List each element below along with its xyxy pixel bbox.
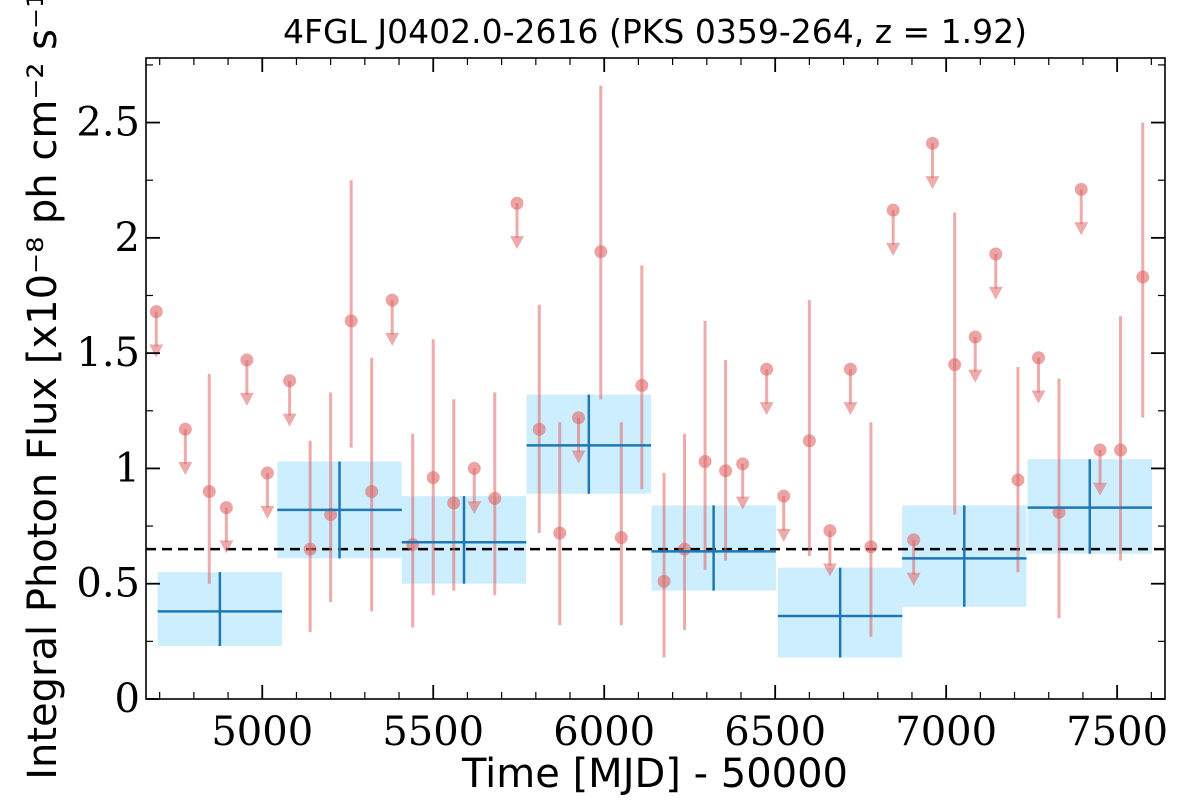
detection-point bbox=[344, 314, 358, 328]
x-axis-label: Time [MJD] - 50000 bbox=[461, 751, 848, 797]
y-tick-label: 0.5 bbox=[76, 561, 140, 607]
upper-limit-arrow-head bbox=[239, 392, 254, 406]
y-tick-label: 1.5 bbox=[76, 330, 140, 376]
upper-limit-point bbox=[843, 362, 857, 376]
chart-title: 4FGL J0402.0-2616 (PKS 0359-264, z = 1.9… bbox=[283, 12, 1027, 51]
upper-limit-point bbox=[925, 136, 939, 150]
detection-point bbox=[303, 542, 317, 556]
detection-point bbox=[532, 422, 546, 436]
detection-point bbox=[635, 378, 649, 392]
upper-limit-point bbox=[283, 374, 297, 388]
upper-limit-point bbox=[240, 353, 254, 367]
upper-limit-point bbox=[760, 362, 774, 376]
upper-limit-arrow-head bbox=[510, 236, 525, 250]
upper-limit-arrow-head bbox=[571, 450, 586, 464]
detection-point bbox=[406, 538, 420, 552]
detection-point bbox=[202, 484, 216, 498]
upper-limit-arrow-head bbox=[385, 332, 400, 346]
detection-point bbox=[719, 464, 733, 478]
upper-limit-arrow-head bbox=[178, 462, 193, 476]
upper-limit-point bbox=[989, 247, 1003, 261]
detection-point bbox=[365, 484, 379, 498]
upper-limit-points bbox=[149, 136, 1108, 586]
x-tick-label: 6500 bbox=[724, 709, 826, 755]
upper-limit-arrow-head bbox=[843, 402, 858, 416]
upper-limit-point bbox=[968, 330, 982, 344]
detection-point bbox=[488, 491, 502, 505]
upper-limit-point bbox=[777, 489, 791, 503]
upper-limit-arrow-head bbox=[219, 540, 234, 554]
detection-point bbox=[1052, 505, 1066, 519]
y-axis-label: Integral Photon Flux [x10⁻⁸ ph cm⁻² s⁻¹] bbox=[20, 0, 66, 780]
tick-labels: 5000 5500 6000 6500 7000 7500 0 0.5 1 1.5 2 2.5 bbox=[76, 100, 1168, 755]
upper-limit-point bbox=[260, 466, 274, 480]
upper-limit-arrow-head bbox=[1093, 482, 1108, 496]
detection-points bbox=[202, 85, 1150, 658]
upper-limit-point bbox=[149, 305, 163, 319]
detection-point bbox=[1136, 270, 1150, 284]
x-tick-label: 7000 bbox=[895, 709, 997, 755]
upper-limit-arrow-head bbox=[776, 528, 791, 542]
plot-frame bbox=[145, 57, 1166, 700]
upper-limit-point bbox=[178, 422, 192, 436]
upper-limit-arrow-head bbox=[735, 496, 750, 510]
detection-point bbox=[324, 508, 338, 522]
upper-limit-arrow-head bbox=[282, 413, 297, 427]
upper-limit-point bbox=[1031, 351, 1045, 365]
detection-point bbox=[678, 542, 692, 556]
detection-point bbox=[553, 526, 567, 540]
y-tick-label: 1 bbox=[115, 445, 140, 491]
detection-point bbox=[948, 358, 962, 372]
upper-limit-arrow-head bbox=[759, 402, 774, 416]
detection-point bbox=[614, 531, 628, 545]
binned-error-boxes bbox=[157, 394, 1153, 658]
detection-point bbox=[1114, 443, 1128, 457]
upper-limit-arrow-head bbox=[988, 286, 1003, 300]
upper-limit-point bbox=[385, 293, 399, 307]
x-tick-label: 5000 bbox=[211, 709, 313, 755]
upper-limit-point bbox=[1074, 182, 1088, 196]
x-tick-label: 7500 bbox=[1066, 709, 1168, 755]
upper-limit-arrow-head bbox=[467, 501, 482, 515]
upper-limit-arrow-head bbox=[968, 369, 983, 383]
detection-point bbox=[1011, 473, 1025, 487]
upper-limit-arrow-head bbox=[1074, 222, 1089, 236]
upper-limit-point bbox=[572, 411, 586, 425]
upper-limit-arrow-head bbox=[822, 563, 837, 577]
upper-limit-point bbox=[823, 524, 837, 538]
upper-limit-arrow-head bbox=[260, 505, 275, 519]
axis-ticks bbox=[146, 58, 1165, 700]
upper-limit-arrow-head bbox=[886, 242, 901, 256]
detection-point bbox=[698, 455, 712, 469]
detection-point bbox=[594, 245, 608, 259]
upper-limit-point bbox=[736, 457, 750, 471]
upper-limit-point bbox=[510, 196, 524, 210]
upper-limit-arrow-head bbox=[1031, 390, 1046, 404]
upper-limit-point bbox=[886, 203, 900, 217]
detection-point bbox=[802, 434, 816, 448]
upper-limit-point bbox=[467, 461, 481, 475]
detection-point bbox=[426, 471, 440, 485]
upper-limit-point bbox=[219, 501, 233, 515]
x-tick-label: 5500 bbox=[382, 709, 484, 755]
upper-limit-point bbox=[907, 533, 921, 547]
y-tick-label: 2 bbox=[115, 215, 140, 261]
upper-limit-arrow-head bbox=[925, 176, 940, 190]
x-tick-label: 6000 bbox=[553, 709, 655, 755]
upper-limit-point bbox=[1093, 443, 1107, 457]
upper-limit-arrow-head bbox=[906, 572, 921, 586]
detection-point bbox=[657, 574, 671, 588]
detection-point bbox=[864, 540, 878, 554]
binned-points bbox=[157, 394, 1153, 658]
upper-limit-arrow-head bbox=[149, 344, 164, 358]
detection-point bbox=[447, 496, 461, 510]
y-tick-label: 2.5 bbox=[76, 100, 140, 146]
y-tick-label: 0 bbox=[115, 676, 140, 722]
